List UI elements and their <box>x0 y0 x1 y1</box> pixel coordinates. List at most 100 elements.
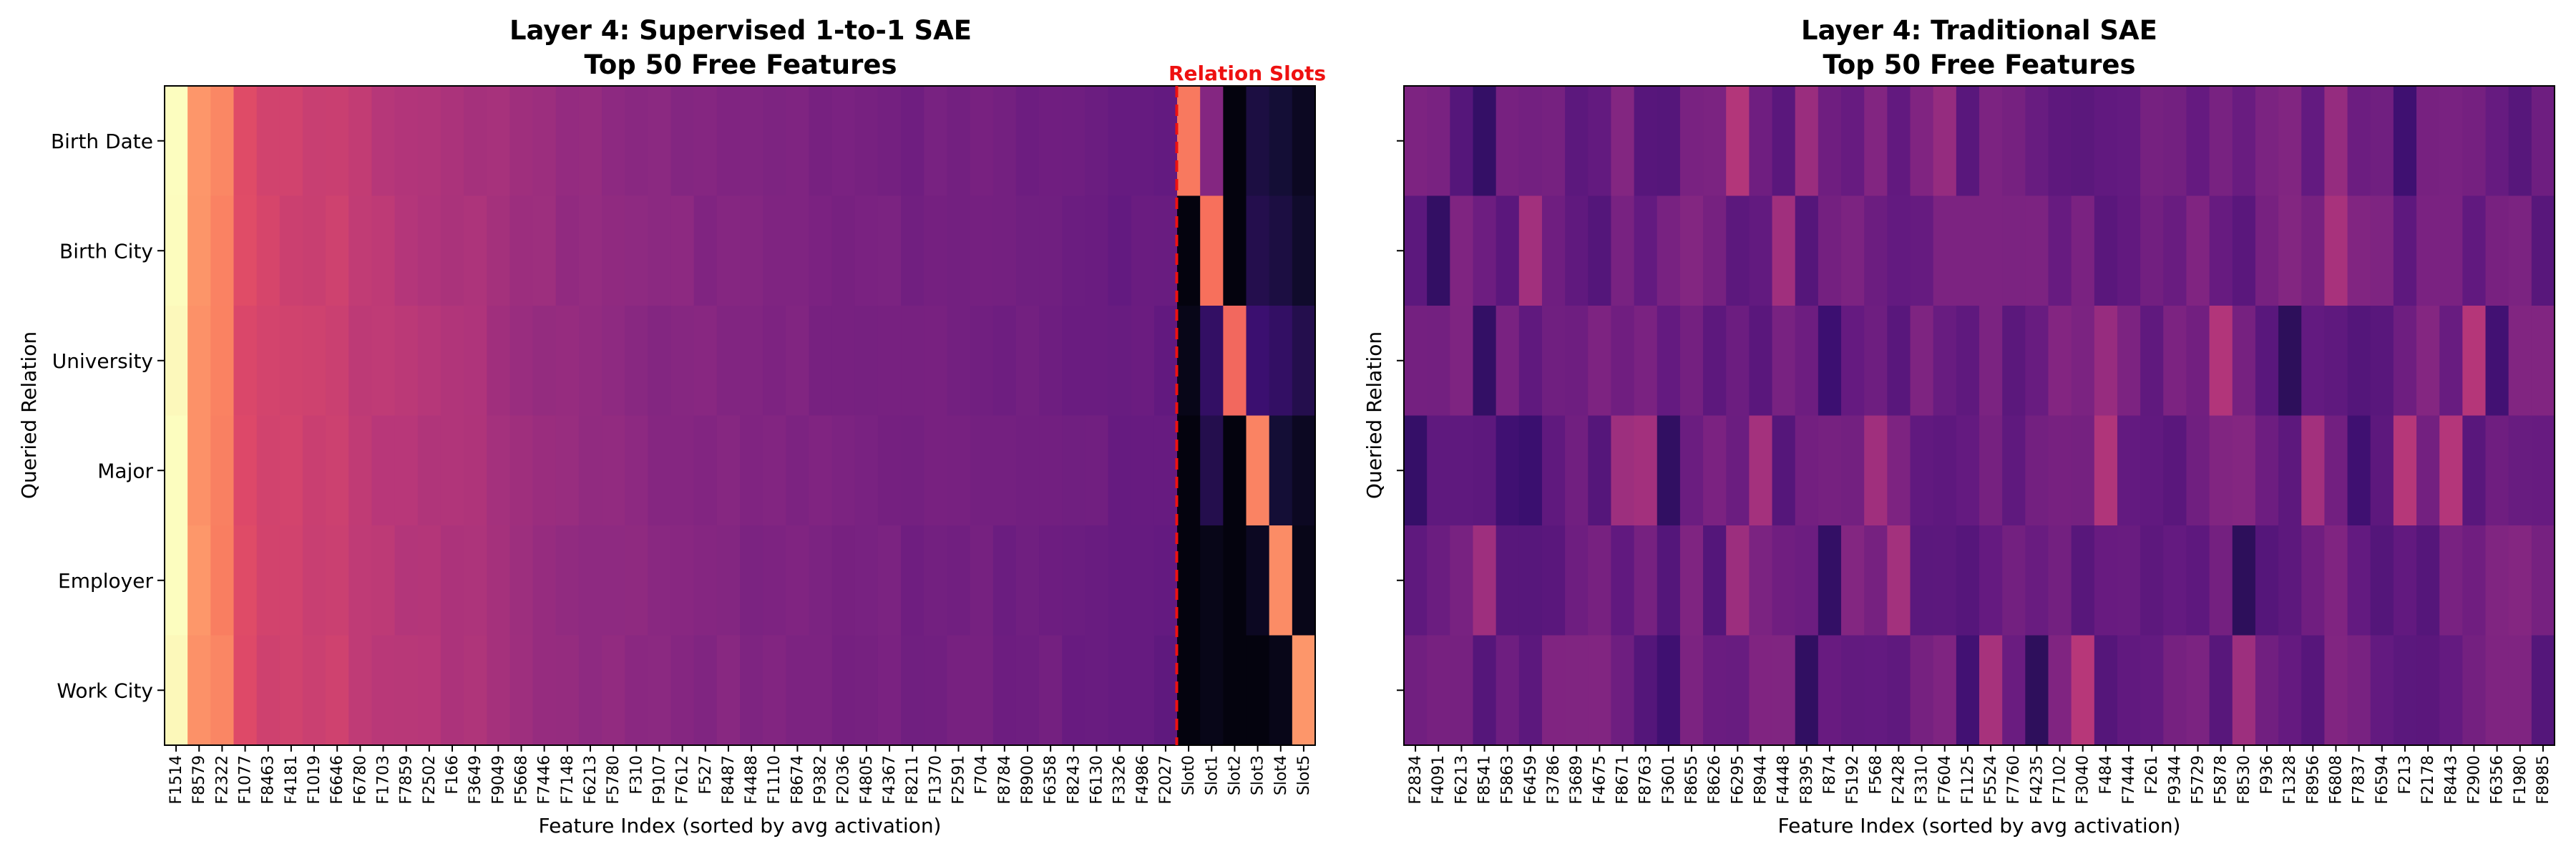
x-tick-label: F4805 <box>858 755 876 805</box>
heatmap-cell <box>877 415 902 526</box>
heatmap-cell <box>2508 86 2532 197</box>
heatmap-cell <box>165 86 188 197</box>
heatmap-cell <box>1565 635 1589 746</box>
heatmap-cell <box>1108 86 1132 197</box>
heatmap-cell <box>417 195 441 306</box>
x-tick-label: F527 <box>697 755 715 795</box>
heatmap-cell <box>1772 195 1796 306</box>
heatmap-cell <box>2163 195 2187 306</box>
heatmap-cell <box>1427 415 1450 526</box>
heatmap-cell <box>2508 525 2532 636</box>
heatmap-cells <box>165 86 1316 746</box>
x-tick-label: F568 <box>1867 755 1885 795</box>
heatmap-cell <box>1726 195 1750 306</box>
x-tick-label: F8487 <box>720 755 738 805</box>
heatmap-cell <box>2485 525 2509 636</box>
heatmap-cell <box>2140 415 2164 526</box>
x-tick-label: F936 <box>2258 755 2276 795</box>
heatmap-cell <box>1062 635 1085 746</box>
heatmap-cell <box>740 195 763 306</box>
x-tick-label: F7444 <box>2120 755 2138 805</box>
heatmap-cell <box>648 306 672 417</box>
x-tick-label: F8579 <box>190 755 208 805</box>
heatmap-cell <box>2508 635 2532 746</box>
heatmap-cell <box>326 525 349 636</box>
x-tick-label: F3601 <box>1660 755 1678 805</box>
heatmap-cell <box>1450 525 1474 636</box>
heatmap-cell <box>693 635 718 746</box>
heatmap-cell <box>602 415 625 526</box>
heatmap-cell <box>1404 525 1428 636</box>
heatmap-cell <box>1153 306 1178 417</box>
heatmap-cell <box>2209 195 2233 306</box>
heatmap-cell <box>740 635 763 746</box>
heatmap-cell <box>1269 306 1293 417</box>
heatmap-cell <box>854 635 879 746</box>
x-tick-label: F8763 <box>1637 755 1655 805</box>
heatmap-cell <box>1726 635 1750 746</box>
heatmap-cell <box>440 525 464 636</box>
x-tick-label: Slot2 <box>1226 755 1244 795</box>
heatmap-cell <box>2094 635 2118 746</box>
heatmap-cell <box>1404 635 1428 746</box>
heatmap-cell <box>1679 635 1704 746</box>
heatmap-cell <box>1427 525 1450 636</box>
heatmap-cell <box>992 195 1017 306</box>
heatmap-cell <box>1177 415 1201 526</box>
heatmap-cell <box>1131 415 1155 526</box>
heatmap-cell <box>1887 306 1911 417</box>
heatmap-cell <box>763 635 786 746</box>
heatmap-cell <box>1749 525 1773 636</box>
heatmap-cell <box>1269 415 1293 526</box>
x-tick-label: F8243 <box>1065 755 1083 805</box>
y-tick-marks <box>1397 140 1404 691</box>
x-tick-label: F6295 <box>1729 755 1747 805</box>
x-tick-label: F874 <box>1821 755 1839 795</box>
heatmap-cell <box>417 415 441 526</box>
heatmap-cell <box>1223 525 1247 636</box>
heatmap-cell <box>2255 635 2279 746</box>
heatmap-cell <box>1956 86 1980 197</box>
heatmap-cell <box>1246 525 1270 636</box>
heatmap-cell <box>394 195 419 306</box>
heatmap-cell <box>532 525 557 636</box>
heatmap-cell <box>509 195 534 306</box>
heatmap-cell <box>1015 635 1040 746</box>
heatmap-cell <box>2508 415 2532 526</box>
heatmap-cell <box>992 635 1017 746</box>
heatmap-cell <box>256 415 280 526</box>
heatmap-cell <box>233 635 258 746</box>
heatmap-cell <box>2324 525 2348 636</box>
x-tick-label: Slot3 <box>1249 755 1267 795</box>
heatmap-cell <box>1565 525 1589 636</box>
heatmap-cell <box>1200 635 1224 746</box>
heatmap-cell <box>302 306 326 417</box>
heatmap-cell <box>1200 86 1224 197</box>
heatmap-cell <box>1246 415 1270 526</box>
heatmap-cell <box>464 635 487 746</box>
heatmap-cell <box>1518 525 1543 636</box>
heatmap-cell <box>187 306 211 417</box>
plot-frame <box>164 85 1316 746</box>
x-tick-label: F261 <box>2143 755 2161 795</box>
heatmap-cell <box>1795 525 1819 636</box>
heatmap-cell <box>1588 86 1612 197</box>
heatmap-cell <box>2416 635 2440 746</box>
heatmap-cell <box>1427 635 1450 746</box>
heatmap-cell <box>1979 86 2003 197</box>
heatmap-cell <box>2370 525 2394 636</box>
heatmap-cell <box>187 195 211 306</box>
heatmap-cell <box>809 635 833 746</box>
x-tick-label: F8956 <box>2304 755 2322 805</box>
x-tick-label: F1703 <box>375 755 393 805</box>
heatmap-cell <box>1933 635 1957 746</box>
heatmap-cell <box>1726 525 1750 636</box>
x-tick-label: F8443 <box>2442 755 2460 805</box>
heatmap-cell <box>854 525 879 636</box>
heatmap-cell <box>279 635 303 746</box>
heatmap-cell <box>487 415 510 526</box>
heatmap-cell <box>2485 86 2509 197</box>
heatmap-cell <box>2048 415 2072 526</box>
heatmap-cell <box>417 306 441 417</box>
heatmap-cell <box>1404 195 1428 306</box>
